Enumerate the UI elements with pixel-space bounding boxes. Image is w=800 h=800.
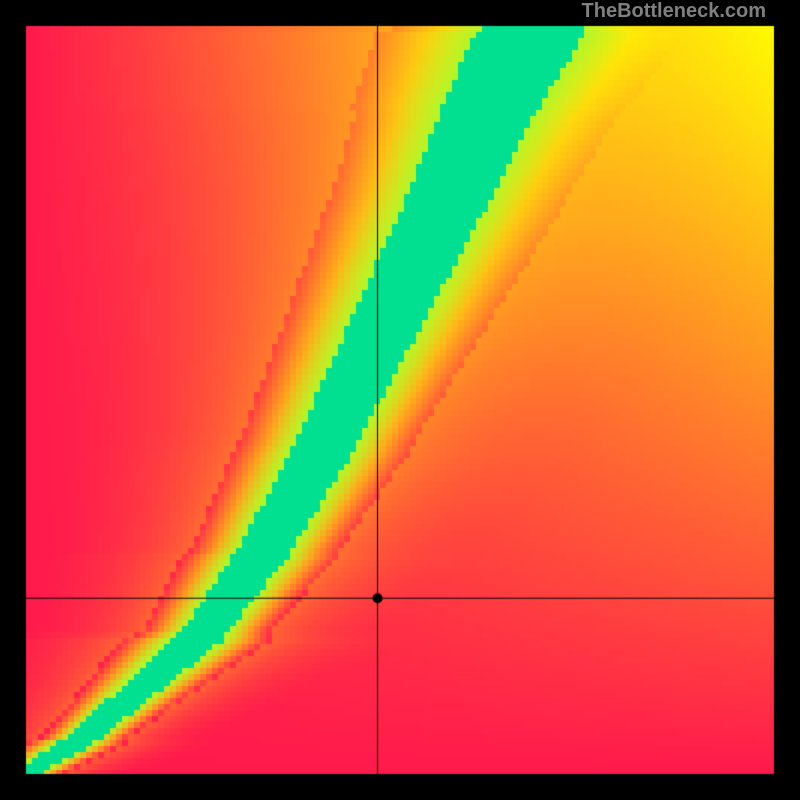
watermark-text: TheBottleneck.com	[582, 0, 766, 23]
plot-container: TheBottleneck.com	[0, 0, 800, 800]
heatmap-canvas	[0, 0, 800, 800]
